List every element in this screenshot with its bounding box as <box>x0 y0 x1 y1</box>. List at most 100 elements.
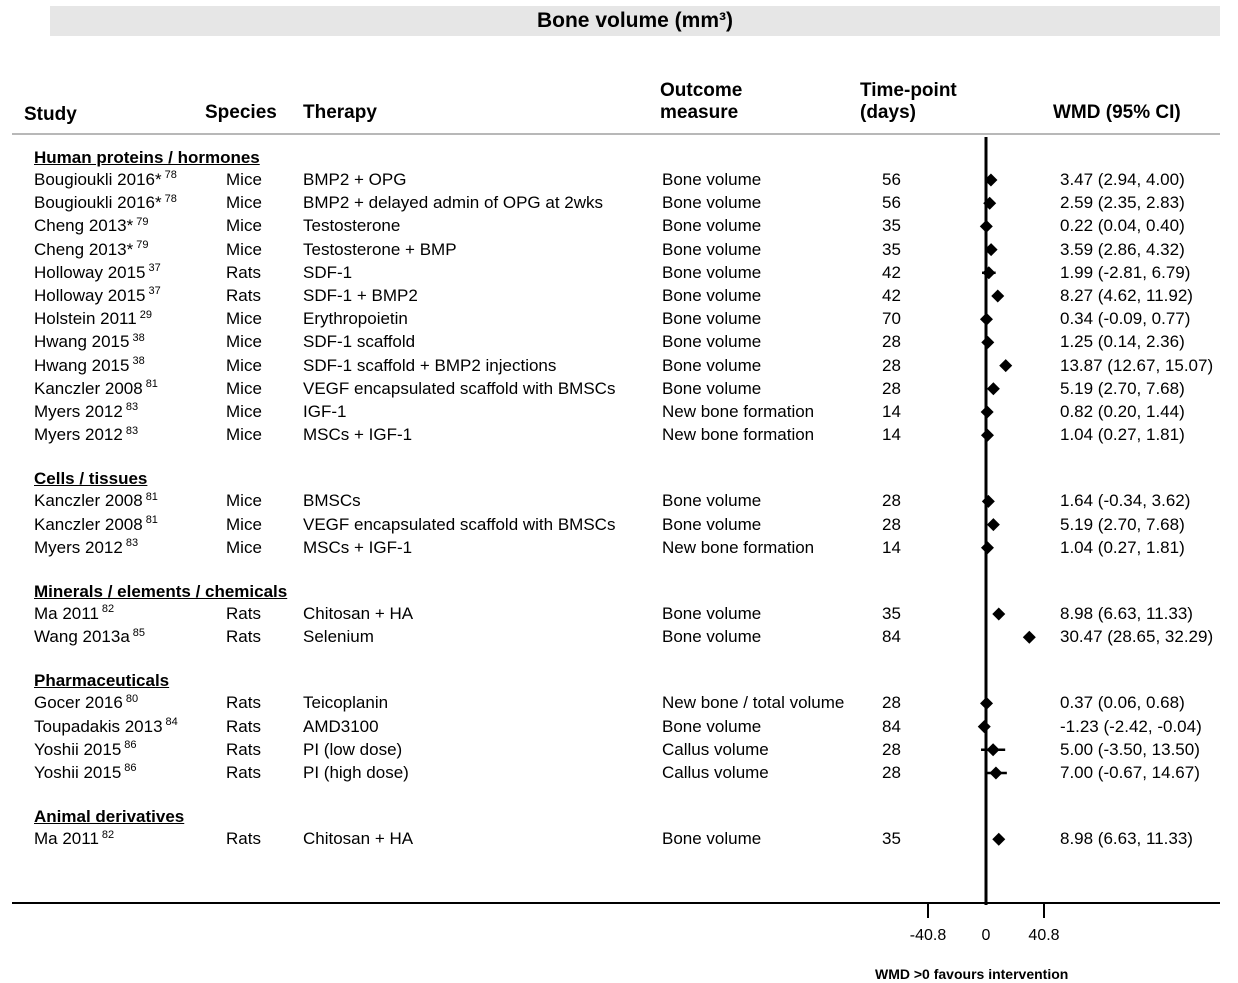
header-species: Species <box>205 102 277 123</box>
study-ref: 37 <box>148 285 161 298</box>
species: Rats <box>226 763 261 782</box>
therapy: BMSCs <box>303 491 361 511</box>
study-ref: 81 <box>145 513 158 526</box>
time-point: 28 <box>882 763 901 782</box>
wmd-ci: 8.98 (6.63, 11.33) <box>1060 604 1193 623</box>
effect-point <box>981 494 995 508</box>
species: Mice <box>226 378 262 398</box>
study-ref: 80 <box>125 692 139 705</box>
study-label: Myers 2012 <box>34 425 123 445</box>
outcome-measure: Bone volume <box>662 286 762 305</box>
effect-point <box>999 359 1013 373</box>
study-ref: 29 <box>139 308 152 321</box>
time-point: 56 <box>882 193 901 213</box>
study-name: Yoshii 2015 86 <box>34 763 137 783</box>
time-point: 28 <box>882 332 901 352</box>
wmd-ci: -1.23 (-2.42, -0.04) <box>1060 716 1202 736</box>
time-point: 28 <box>882 693 901 713</box>
species: Mice <box>226 514 262 534</box>
study-name: Myers 2012 83 <box>34 425 138 445</box>
chart-title: Bone volume (mm³) <box>50 6 1220 36</box>
outcome-measure: Bone volume <box>662 491 762 511</box>
study-ref: 38 <box>132 331 145 344</box>
species: Mice <box>226 491 262 511</box>
study-name: Holstein 2011 29 <box>34 309 152 329</box>
time-point: 14 <box>882 402 901 421</box>
outcome-measure: Bone volume <box>662 193 762 213</box>
effect-point <box>992 607 1006 621</box>
study-label: Holloway 2015 <box>34 286 146 305</box>
study-ref: 37 <box>148 262 161 275</box>
outcome-measure: Bone volume <box>662 378 762 398</box>
outcome-measure: Bone volume <box>662 627 762 647</box>
time-point: 42 <box>882 262 901 282</box>
effect-point <box>986 518 1000 532</box>
time-point: 14 <box>882 425 901 445</box>
effect-point <box>979 312 993 326</box>
effect-point <box>986 382 1000 396</box>
header-time: Time-point (days) <box>860 80 957 124</box>
study-label: Holloway 2015 <box>34 262 146 282</box>
header-outcome-line2: measure <box>660 102 739 123</box>
study-ref: 83 <box>125 401 139 414</box>
study-label: Ma 2011 <box>34 829 99 849</box>
time-point: 14 <box>882 537 901 557</box>
therapy: PI (high dose) <box>303 763 409 782</box>
therapy: Teicoplanin <box>303 693 389 713</box>
study-label: Gocer 2016 <box>34 693 123 713</box>
species: Mice <box>226 309 262 329</box>
effect-point <box>984 243 998 257</box>
study-name: Kanczler 2008 81 <box>34 379 158 399</box>
study-name: Cheng 2013* 79 <box>34 216 149 236</box>
header-time-line1: Time-point <box>860 80 957 101</box>
outcome-measure: Bone volume <box>662 239 762 259</box>
therapy: MSCs + IGF-1 <box>303 425 413 445</box>
species: Rats <box>226 716 261 736</box>
effect-point <box>992 832 1006 846</box>
therapy: Chitosan + HA <box>303 604 414 623</box>
species: Rats <box>226 262 261 282</box>
outcome-measure: Bone volume <box>662 309 762 329</box>
header-outcome: Outcome measure <box>660 80 742 124</box>
species: Rats <box>226 286 261 305</box>
wmd-ci: 8.27 (4.62, 11.92) <box>1060 286 1193 305</box>
species: Rats <box>226 693 261 713</box>
study-name: Kanczler 2008 81 <box>34 491 158 511</box>
wmd-ci: 1.99 (-2.81, 6.79) <box>1060 262 1191 282</box>
study-label: Ma 2011 <box>34 604 99 623</box>
study-label: Cheng 2013* <box>34 216 134 236</box>
study-name: Ma 2011 82 <box>34 829 114 849</box>
wmd-ci: 0.34 (-0.09, 0.77) <box>1060 309 1191 329</box>
therapy: SDF-1 + BMP2 <box>303 286 418 305</box>
study-ref: 85 <box>132 626 146 639</box>
outcome-measure: Bone volume <box>662 829 762 849</box>
therapy: SDF-1 scaffold <box>303 332 416 352</box>
study-ref: 83 <box>125 537 139 550</box>
effect-point <box>980 541 994 555</box>
study-ref: 79 <box>136 215 149 228</box>
therapy: SDF-1 <box>303 262 353 282</box>
species: Mice <box>226 170 262 189</box>
time-point: 35 <box>882 216 901 236</box>
study-name: Holloway 2015 37 <box>34 263 161 283</box>
therapy: SDF-1 scaffold + BMP2 injections <box>303 355 557 375</box>
time-point: 84 <box>882 716 901 736</box>
therapy: AMD3100 <box>303 716 379 736</box>
study-name: Gocer 2016 80 <box>34 693 138 713</box>
therapy: BMP2 + OPG <box>303 170 407 189</box>
effect-point <box>982 266 996 280</box>
species: Rats <box>226 739 261 759</box>
wmd-ci: 1.25 (0.14, 2.36) <box>1060 332 1185 352</box>
study-label: Myers 2012 <box>34 537 123 557</box>
time-point: 84 <box>882 627 901 647</box>
study-label: Yoshii 2015 <box>34 739 122 759</box>
outcome-measure: Bone volume <box>662 332 762 352</box>
therapy: Erythropoietin <box>303 309 408 329</box>
study-label: Kanczler 2008 <box>34 378 143 398</box>
study-name: Hwang 2015 38 <box>34 332 145 352</box>
study-ref: 38 <box>132 354 145 367</box>
wmd-ci: 5.00 (-3.50, 13.50) <box>1060 739 1200 759</box>
therapy: Chitosan + HA <box>303 829 414 849</box>
x-tick-label: -40.8 <box>909 927 947 944</box>
